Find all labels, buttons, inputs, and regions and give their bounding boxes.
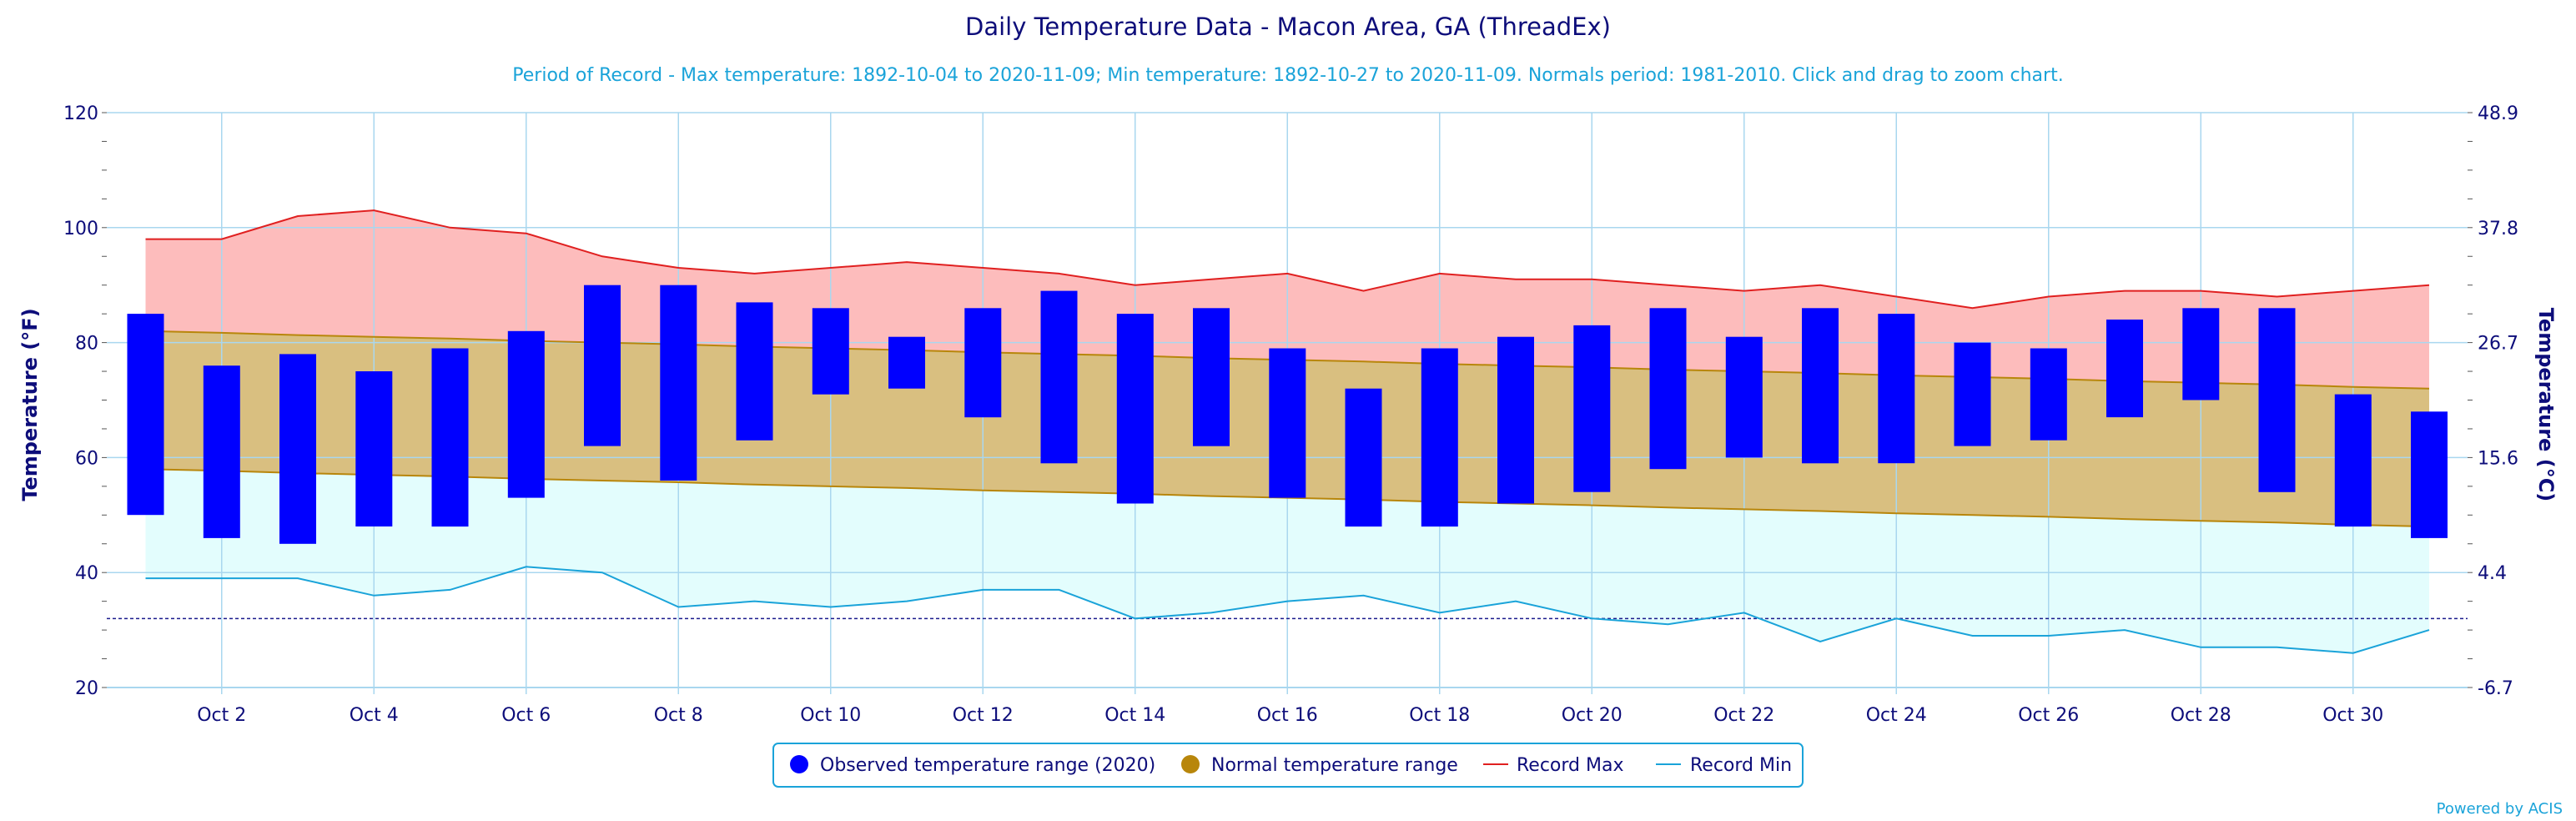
observed-range-bar[interactable] (1421, 348, 1458, 527)
observed-range-bar[interactable] (964, 308, 1002, 418)
x-tick-label: Oct 8 (654, 705, 703, 726)
observed-range-bar[interactable] (1649, 308, 1687, 470)
y-tick-label-right: 48.9 (2478, 103, 2518, 124)
observed-range-bar[interactable] (1573, 325, 1611, 492)
y-tick-label-right: 26.7 (2478, 334, 2518, 355)
observed-bars[interactable] (127, 285, 2448, 544)
observed-range-bar[interactable] (1116, 314, 1154, 504)
legend-record-min-label: Record Min (1690, 755, 1792, 776)
record-max-line (145, 209, 2430, 310)
chart-subtitle: Period of Record - Max temperature: 1892… (512, 65, 2063, 86)
observed-range-bar[interactable] (660, 285, 697, 481)
observed-range-bar[interactable] (1802, 308, 1839, 464)
observed-range-bar[interactable] (888, 336, 925, 389)
y-axis-title-left: Temperature (°F) (18, 308, 42, 501)
y-tick-label-right: 4.4 (2478, 563, 2507, 584)
observed-range-bar[interactable] (584, 285, 621, 446)
legend-item-observed[interactable]: Observed temperature range (2020) (790, 755, 1155, 776)
observed-range-bar[interactable] (2334, 394, 2372, 527)
observed-range-bar[interactable] (2182, 308, 2220, 400)
legend-normal-label: Normal temperature range (1211, 755, 1458, 776)
y-tick-label-right: 37.8 (2478, 219, 2518, 239)
x-tick-label: Oct 10 (800, 705, 861, 726)
y-tick-label-left: 60 (75, 448, 98, 469)
legend-item-record-min[interactable]: Record Min (1656, 755, 1792, 776)
observed-range-bar[interactable] (279, 354, 316, 544)
acis-credit-link[interactable]: Powered by ACIS (2437, 800, 2563, 818)
x-tick-label: Oct 30 (2322, 705, 2383, 726)
observed-range-bar[interactable] (2258, 308, 2296, 492)
observed-range-bar[interactable] (1954, 342, 1991, 446)
legend-record-max-label: Record Max (1517, 755, 1624, 776)
observed-range-bar[interactable] (127, 314, 164, 516)
y-tick-label-right: 15.6 (2478, 448, 2518, 469)
x-tick-label: Oct 20 (1562, 705, 1623, 726)
legend-normal-marker (1181, 755, 1200, 773)
observed-range-bar[interactable] (507, 330, 545, 498)
y-tick-label-left: 80 (75, 334, 98, 355)
observed-range-bar[interactable] (1725, 336, 1763, 458)
legend-observed-label: Observed temperature range (2020) (820, 755, 1155, 776)
legend-box (772, 743, 1804, 788)
observed-range-bar[interactable] (1269, 348, 1306, 498)
y-tick-label-right: -6.7 (2478, 678, 2513, 699)
legend-item-record-max[interactable]: Record Max (1483, 755, 1624, 776)
observed-range-bar[interactable] (1345, 388, 1382, 527)
legend-observed-marker (790, 755, 808, 773)
observed-range-bar[interactable] (1193, 308, 1230, 446)
chart-legend[interactable]: Observed temperature range (2020) Normal… (772, 743, 1804, 788)
x-tick-label: Oct 12 (953, 705, 1014, 726)
y-tick-label-left: 100 (63, 219, 98, 239)
x-tick-label: Oct 28 (2171, 705, 2231, 726)
y-axis-title-right: Temperature (°C) (2534, 308, 2558, 502)
observed-range-bar[interactable] (2411, 411, 2448, 538)
observed-range-bar[interactable] (736, 302, 773, 441)
x-tick-label: Oct 4 (350, 705, 399, 726)
x-tick-label: Oct 22 (1713, 705, 1774, 726)
observed-range-bar[interactable] (431, 348, 469, 527)
observed-range-bar[interactable] (203, 365, 240, 538)
observed-range-bar[interactable] (1040, 290, 1078, 464)
x-tick-label: Oct 16 (1257, 705, 1318, 726)
y-tick-label-left: 20 (75, 678, 98, 699)
observed-range-bar[interactable] (2030, 348, 2067, 441)
observed-range-bar[interactable] (812, 308, 849, 395)
x-tick-label: Oct 2 (197, 705, 246, 726)
y-tick-label-left: 40 (75, 563, 98, 584)
x-tick-label: Oct 18 (1409, 705, 1470, 726)
x-tick-label: Oct 14 (1104, 705, 1165, 726)
observed-range-bar[interactable] (2106, 320, 2143, 418)
observed-range-bar[interactable] (1878, 314, 1915, 464)
chart-title: Daily Temperature Data - Macon Area, GA … (965, 13, 1611, 41)
x-axis-ticks: Oct 2 Oct 4 Oct 6 Oct 8 Oct 10 Oct 12 Oct 14 Oc… (197, 688, 2383, 726)
y-axis-ticks: 120 100 80 60 40 20 48.9 37.8 26.7 15.6 4.4 -6.7 (63, 103, 2518, 699)
x-tick-label: Oct 6 (501, 705, 551, 726)
x-tick-label: Oct 24 (1866, 705, 1927, 726)
legend-item-normal[interactable]: Normal temperature range (1181, 755, 1458, 776)
x-tick-label: Oct 26 (2018, 705, 2079, 726)
observed-range-bar[interactable] (1497, 336, 1534, 504)
observed-range-bar[interactable] (355, 371, 393, 526)
record-min-line (145, 566, 2430, 654)
y-tick-label-left: 120 (63, 103, 98, 124)
